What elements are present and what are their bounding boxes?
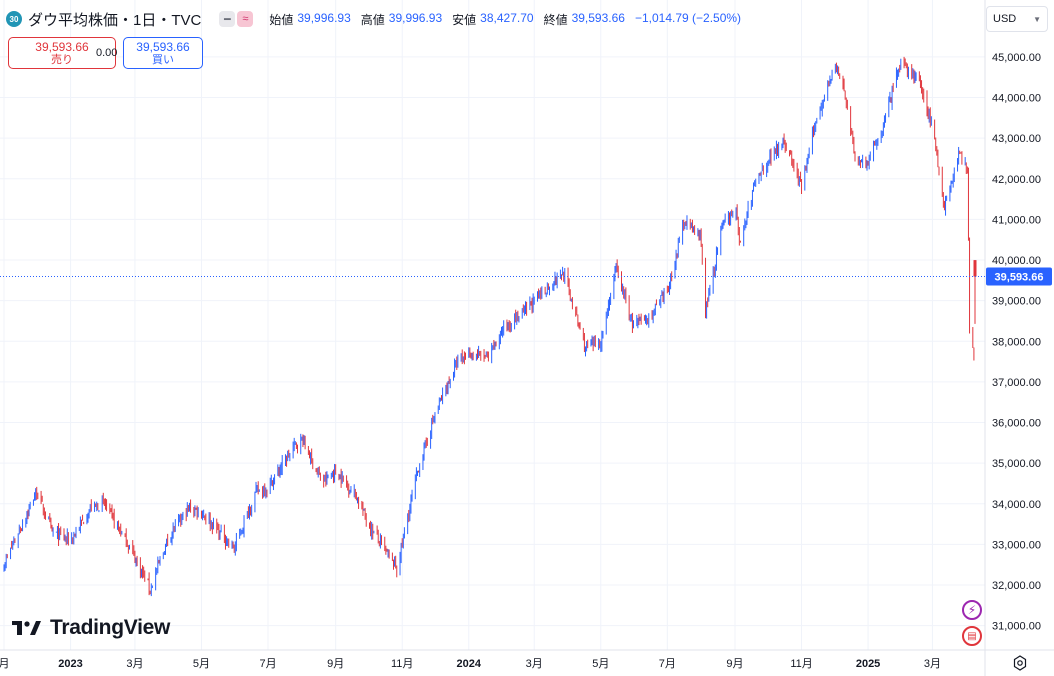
x-tick-label: 9月 [327,658,344,670]
symbol-title[interactable]: ダウ平均株価・1日・TVC [28,11,202,29]
x-tick-label: 3月 [924,658,941,670]
x-tick-label: 5月 [193,658,210,670]
x-tick-label: 11月 [790,658,812,670]
x-tick-label: 2023 [58,658,82,670]
y-tick-label: 38,000.00 [992,336,1041,348]
symbol-badge: 30 [6,11,22,27]
y-tick-label: 35,000.00 [992,458,1041,470]
ohlc-values: 始値 39,996.93 高値 39,996.93 安値 38,427.70 終… [269,11,741,28]
compare-icon[interactable]: ≈ [237,11,254,27]
y-tick-label: 32,000.00 [992,580,1041,592]
chart-legend: 30 ダウ平均株価・1日・TVC ━ ≈ 始値 39,996.93 高値 39,… [6,8,741,30]
sell-price: 39,593.66 [35,39,89,54]
y-tick-label: 44,000.00 [992,93,1041,105]
buy-label: 買い [152,53,174,66]
currency-selector[interactable]: USD ▼ [986,6,1048,32]
y-tick-label: 41,000.00 [992,214,1041,226]
low-value: 38,427.70 [480,10,534,25]
last-candle-body [973,260,977,277]
last-price-label: 39,593.66 [995,272,1044,284]
line-style-icon[interactable]: ━ [219,11,236,27]
sell-label: 売り [51,53,73,66]
open-label: 始値 [269,12,294,27]
y-tick-label: 43,000.00 [992,133,1041,145]
y-tick-label: 31,000.00 [992,621,1041,633]
change-value: −1,014.79 (−2.50%) [634,10,742,25]
y-tick-label: 45,000.00 [992,52,1041,64]
close-value: 39,593.66 [571,10,625,25]
settings-icon[interactable] [1012,655,1028,671]
spread-value: 0.00 [96,47,118,59]
y-tick-label: 40,000.00 [992,255,1041,267]
y-tick-label: 37,000.00 [992,377,1041,389]
currency-label: USD [993,13,1017,25]
low-label: 安値 [452,12,477,27]
last-price-badge [986,267,1052,286]
open-value: 39,996.93 [297,10,351,25]
buy-price: 39,593.66 [136,39,190,54]
x-tick-label: 2025 [856,658,880,670]
y-tick-label: 36,000.00 [992,418,1041,430]
tradingview-logo[interactable]: TradingView [12,616,170,640]
high-label: 高値 [360,12,385,27]
close-label: 終値 [543,12,568,27]
x-tick-label: 月 [0,658,10,670]
sell-button[interactable]: 39,593.66 売り [8,37,116,69]
y-tick-label: 42,000.00 [992,174,1041,186]
x-tick-label: 11月 [391,658,413,670]
y-tick-label: 33,000.00 [992,539,1041,551]
logo-text: TradingView [50,616,171,639]
x-tick-label: 9月 [726,658,743,670]
y-tick-label: 39,000.00 [992,296,1041,308]
x-tick-label: 5月 [592,658,609,670]
series-toggle[interactable]: ━ ≈ [219,11,254,27]
us-flag-icon[interactable]: ▤ [962,626,982,646]
high-value: 39,996.93 [388,10,443,25]
chevron-down-icon: ▼ [1033,14,1041,24]
x-tick-label: 7月 [659,658,676,670]
tradingview-logo-icon [12,621,41,635]
x-tick-label: 7月 [259,658,276,670]
lightning-icon[interactable]: ⚡ [962,600,982,620]
x-tick-label: 3月 [526,658,543,670]
buy-button[interactable]: 39,593.66 買い [123,37,203,69]
y-tick-label: 34,000.00 [992,499,1041,511]
x-tick-label: 2024 [457,658,482,670]
x-tick-label: 3月 [126,658,143,670]
